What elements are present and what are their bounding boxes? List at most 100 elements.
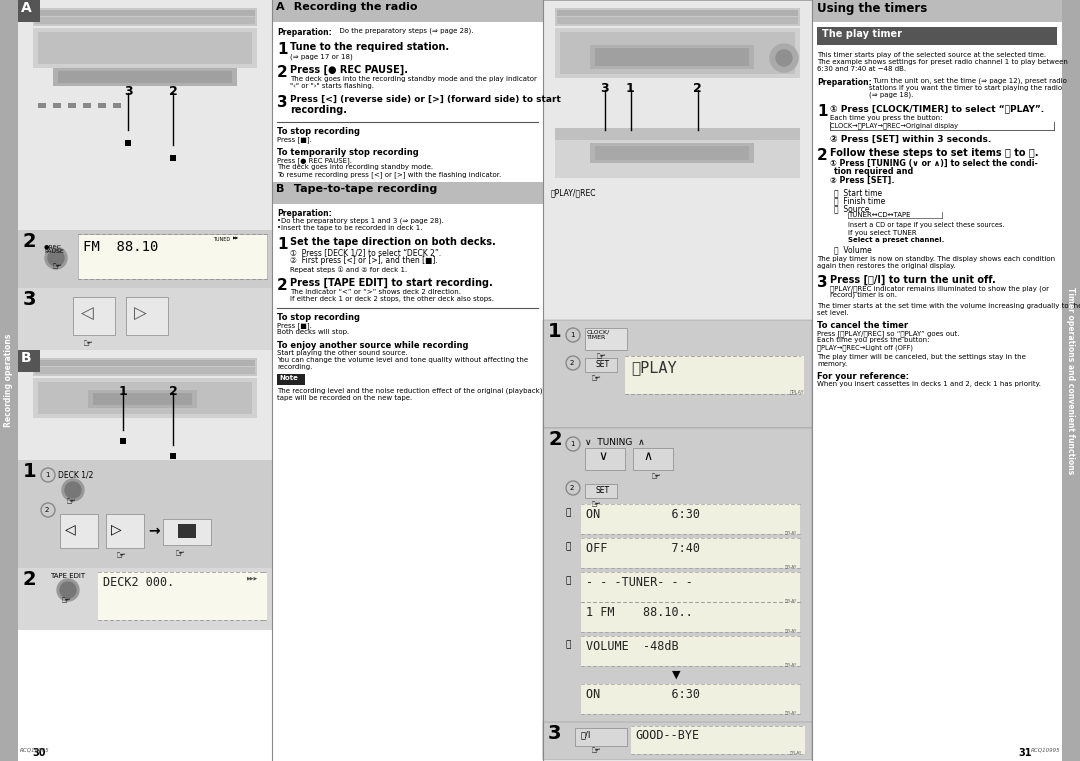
Text: recording.: recording. [291,105,347,115]
Text: ☞: ☞ [175,549,185,559]
Text: To temporarily stop recording: To temporarily stop recording [276,148,419,157]
Text: When you insert cassettes in decks 1 and 2, deck 1 has priority.: When you insert cassettes in decks 1 and… [816,381,1041,387]
Text: DECK2 000.: DECK2 000. [103,576,174,589]
Text: 1: 1 [119,385,127,398]
Bar [631,726,805,754]
Text: FM  88.10: FM 88.10 [83,240,159,254]
Text: recording.: recording. [276,364,312,370]
Bar [581,538,800,568]
Text: 3: 3 [600,82,609,95]
Bar [272,0,543,22]
Text: ☞: ☞ [596,352,606,362]
Text: To cancel the timer: To cancel the timer [816,321,908,330]
Bar [68,103,76,108]
Text: ⓑ  Finish time: ⓑ Finish time [834,196,886,205]
Text: The play timer: The play timer [822,29,902,39]
Text: To stop recording: To stop recording [276,313,360,322]
Bar [1062,0,1080,761]
Bar [60,514,98,548]
Text: ⓅPLAY→ⓅREC→Light off (OFF): ⓅPLAY→ⓅREC→Light off (OFF) [816,344,913,351]
Text: ☞: ☞ [116,551,126,561]
Text: ⓅPLAY/ⓅREC: ⓅPLAY/ⓅREC [551,188,596,197]
Text: 2: 2 [23,570,37,589]
Bar [276,374,305,385]
Bar [581,684,800,714]
Text: 1: 1 [276,237,287,252]
Text: Press [■].: Press [■]. [276,322,312,329]
Text: ⓅPLAY: ⓅPLAY [785,564,797,568]
Bar [561,32,795,74]
Bar [557,17,798,24]
Text: Turn the unit on, set the time (⇒ page 12), preset radio: Turn the unit on, set the time (⇒ page 1… [869,78,1067,84]
Text: RCQ10995: RCQ10995 [1030,748,1059,753]
Bar [33,8,257,26]
Text: ⓒ: ⓒ [565,576,570,585]
Text: ON          6:30: ON 6:30 [586,508,700,521]
Text: Press [⏻/I] to turn the unit off.: Press [⏻/I] to turn the unit off. [831,275,996,285]
Bar [93,393,192,405]
Text: Follow these steps to set items ⓐ to ⓓ.: Follow these steps to set items ⓐ to ⓓ. [831,148,1039,158]
Text: CLOCK→ⓅPLAY→ⓅREC→Original display: CLOCK→ⓅPLAY→ⓅREC→Original display [831,122,958,129]
Text: tape will be recorded on the new tape.: tape will be recorded on the new tape. [276,395,413,401]
Text: Insert a CD or tape if you select these sources.: Insert a CD or tape if you select these … [848,222,1004,228]
Bar [590,45,754,69]
Bar [633,448,673,470]
Bar [38,103,46,108]
Text: Press [● REC PAUSE].: Press [● REC PAUSE]. [276,157,352,164]
Bar [555,28,800,78]
Text: The recording level and the noise reduction effect of the original (playback): The recording level and the noise reduct… [276,388,542,394]
Text: ⓅPLAY/ⓅREC indicator remains illuminated to show the play (or: ⓅPLAY/ⓅREC indicator remains illuminated… [831,285,1049,291]
Text: TUNER↔CD↔TAPE: TUNER↔CD↔TAPE [848,212,910,218]
Text: 2: 2 [570,485,575,491]
Text: B: B [21,351,31,365]
Text: tion required and: tion required and [834,167,914,176]
Circle shape [45,247,67,269]
Text: 6:30 and 7:40 at −48 dB.: 6:30 and 7:40 at −48 dB. [816,66,906,72]
Text: Press [<] (reverse side) or [>] (forward side) to start: Press [<] (reverse side) or [>] (forward… [291,95,561,104]
Bar [35,360,255,366]
Text: The timer starts at the set time with the volume increasing gradually to the: The timer starts at the set time with th… [816,303,1080,309]
Text: The play timer will be canceled, but the settings stay in the: The play timer will be canceled, but the… [816,354,1026,360]
Bar [272,182,543,204]
Bar [555,128,800,140]
Text: TUNED: TUNED [213,237,230,242]
Bar [555,8,800,26]
Text: Recording the radio: Recording the radio [286,2,418,12]
Bar [106,514,144,548]
Text: Repeat steps ① and ② for deck 1.: Repeat steps ① and ② for deck 1. [291,266,407,272]
Text: 3: 3 [816,275,827,290]
Bar [543,722,812,760]
Bar [98,103,106,108]
Text: Preparation:: Preparation: [276,28,332,37]
Text: ☞: ☞ [83,339,93,349]
Bar [78,234,267,279]
Text: ◁: ◁ [81,305,94,323]
Bar [38,382,252,414]
Bar [18,350,272,460]
Text: B: B [276,184,284,194]
Text: ⓑ: ⓑ [565,542,570,551]
Text: ∨  TUNING  ∧: ∨ TUNING ∧ [585,438,645,447]
Bar [18,460,272,568]
Circle shape [60,582,76,598]
Text: ◁: ◁ [65,522,76,536]
Text: Do the preparatory steps (⇒ page 28).: Do the preparatory steps (⇒ page 28). [335,28,473,34]
Text: ⓐ: ⓐ [565,508,570,517]
Text: Note: Note [279,375,298,381]
Text: ∧: ∧ [643,450,652,463]
Circle shape [770,44,798,72]
Text: 2: 2 [168,385,178,398]
Text: ⓅPLAY: ⓅPLAY [785,710,797,714]
Text: →: → [148,524,160,538]
Text: OFF         7:40: OFF 7:40 [586,542,700,555]
Text: Press [TAPE EDIT] to start recording.: Press [TAPE EDIT] to start recording. [291,278,492,288]
Text: 1: 1 [548,322,562,341]
Text: ②  First press [<] or [>], and then [■].: ② First press [<] or [>], and then [■]. [291,256,437,265]
Text: SET: SET [595,360,609,369]
Text: (⇒ page 18).: (⇒ page 18). [869,92,914,98]
Text: The play timer is now on standby. The display shows each condition: The play timer is now on standby. The di… [816,256,1055,262]
Bar [53,68,237,86]
Text: DECK 1/2: DECK 1/2 [58,470,93,479]
Text: Press [ⓅPLAY/ⓅREC] so “ⓅPLAY” goes out.: Press [ⓅPLAY/ⓅREC] so “ⓅPLAY” goes out. [816,330,959,337]
Bar [812,0,1062,22]
